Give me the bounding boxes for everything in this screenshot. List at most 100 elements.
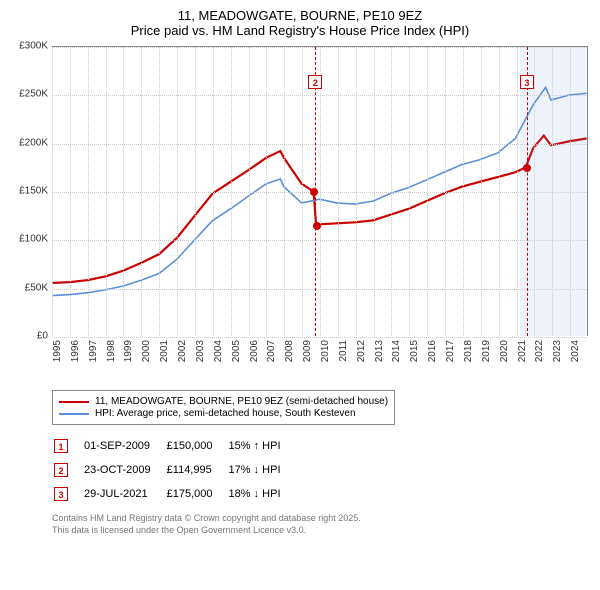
gridline-v <box>427 47 428 336</box>
gridline-v <box>123 47 124 336</box>
event-date: 01-SEP-2009 <box>84 435 165 457</box>
gridline-v <box>517 47 518 336</box>
event-price: £114,995 <box>167 459 227 481</box>
gridline-v <box>409 47 410 336</box>
gridline-v <box>249 47 250 336</box>
event-marker: 2 <box>54 463 68 477</box>
x-tick-label: 1996 <box>70 340 81 362</box>
event-row: 2 23-OCT-2009£114,99517% ↓ HPI <box>54 459 295 481</box>
y-tick-label: £200K <box>19 137 48 148</box>
gridline-v <box>302 47 303 336</box>
sale-point <box>313 222 321 230</box>
event-row: 329-JUL-2021£175,00018% ↓ HPI <box>54 483 295 505</box>
gridline-v <box>356 47 357 336</box>
x-tick-label: 1995 <box>52 340 63 362</box>
gridline-v <box>445 47 446 336</box>
marker-box-2: 2 <box>308 75 322 89</box>
marker-line-3 <box>527 47 528 336</box>
gridline-v <box>463 47 464 336</box>
gridline-v <box>52 47 53 336</box>
event-row: 101-SEP-2009£150,00015% ↑ HPI <box>54 435 295 457</box>
marker-box-3: 3 <box>520 75 534 89</box>
legend-label: 11, MEADOWGATE, BOURNE, PE10 9EZ (semi-d… <box>95 396 388 407</box>
x-tick-label: 2020 <box>499 340 510 362</box>
x-tick-label: 2014 <box>391 340 402 362</box>
x-tick-label: 2019 <box>481 340 492 362</box>
gridline-v <box>499 47 500 336</box>
gridline-v <box>213 47 214 336</box>
event-date: 29-JUL-2021 <box>84 483 165 505</box>
x-tick-label: 2024 <box>570 340 581 362</box>
plot-area: 23 <box>52 46 588 336</box>
event-marker: 1 <box>54 439 68 453</box>
gridline-v <box>141 47 142 336</box>
title-block: 11, MEADOWGATE, BOURNE, PE10 9EZ Price p… <box>12 8 588 38</box>
gridline-v <box>106 47 107 336</box>
gridline-v <box>338 47 339 336</box>
x-tick-label: 1998 <box>106 340 117 362</box>
legend-swatch <box>59 401 89 403</box>
x-tick-label: 2000 <box>141 340 152 362</box>
event-date: 23-OCT-2009 <box>84 459 165 481</box>
chart-area: £0£50K£100K£150K£200K£250K£300K 23 19951… <box>12 46 588 386</box>
x-tick-label: 2017 <box>445 340 456 362</box>
gridline-v <box>374 47 375 336</box>
x-tick-label: 2016 <box>427 340 438 362</box>
gridline-v <box>391 47 392 336</box>
footer-line1: Contains HM Land Registry data © Crown c… <box>52 513 588 525</box>
x-axis: 1995199619971998199920002001200220032004… <box>52 336 588 386</box>
legend-row: HPI: Average price, semi-detached house,… <box>59 408 388 419</box>
x-tick-label: 2006 <box>249 340 260 362</box>
gridline-v <box>159 47 160 336</box>
y-axis: £0£50K£100K£150K£200K£250K£300K <box>12 46 52 336</box>
legend-label: HPI: Average price, semi-detached house,… <box>95 408 356 419</box>
x-tick-label: 2003 <box>195 340 206 362</box>
legend-swatch <box>59 413 89 415</box>
chart-container: 11, MEADOWGATE, BOURNE, PE10 9EZ Price p… <box>0 0 600 544</box>
gridline-v <box>320 47 321 336</box>
x-tick-label: 2018 <box>463 340 474 362</box>
y-tick-label: £0 <box>37 331 48 342</box>
sale-point <box>310 188 318 196</box>
event-delta: 15% ↑ HPI <box>229 435 295 457</box>
x-tick-label: 2012 <box>356 340 367 362</box>
gridline-v <box>534 47 535 336</box>
x-tick-label: 2011 <box>338 340 349 362</box>
x-tick-label: 2021 <box>517 340 528 362</box>
x-tick-label: 2009 <box>302 340 313 362</box>
legend: 11, MEADOWGATE, BOURNE, PE10 9EZ (semi-d… <box>52 390 395 425</box>
x-tick-label: 2005 <box>231 340 242 362</box>
gridline-v <box>481 47 482 336</box>
event-delta: 18% ↓ HPI <box>229 483 295 505</box>
x-tick-label: 2015 <box>409 340 420 362</box>
title-address: 11, MEADOWGATE, BOURNE, PE10 9EZ <box>12 8 588 23</box>
x-tick-label: 2010 <box>320 340 331 362</box>
x-tick-label: 2013 <box>374 340 385 362</box>
events-table: 101-SEP-2009£150,00015% ↑ HPI223-OCT-200… <box>52 433 297 507</box>
gridline-v <box>195 47 196 336</box>
x-tick-label: 2007 <box>266 340 277 362</box>
y-tick-label: £100K <box>19 234 48 245</box>
marker-line-2 <box>315 47 316 336</box>
gridline-v <box>552 47 553 336</box>
gridline-v <box>231 47 232 336</box>
x-tick-label: 2022 <box>534 340 545 362</box>
event-marker: 3 <box>54 487 68 501</box>
title-subtitle: Price paid vs. HM Land Registry's House … <box>12 23 588 38</box>
legend-row: 11, MEADOWGATE, BOURNE, PE10 9EZ (semi-d… <box>59 396 388 407</box>
x-tick-label: 1999 <box>123 340 134 362</box>
x-tick-label: 2002 <box>177 340 188 362</box>
gridline-v <box>570 47 571 336</box>
footer-line2: This data is licensed under the Open Gov… <box>52 525 588 537</box>
x-tick-label: 1997 <box>88 340 99 362</box>
gridline-v <box>284 47 285 336</box>
footer: Contains HM Land Registry data © Crown c… <box>52 513 588 536</box>
event-delta: 17% ↓ HPI <box>229 459 295 481</box>
gridline-v <box>266 47 267 336</box>
y-tick-label: £50K <box>25 282 48 293</box>
gridline-v <box>70 47 71 336</box>
x-tick-label: 2023 <box>552 340 563 362</box>
x-tick-label: 2008 <box>284 340 295 362</box>
x-tick-label: 2001 <box>159 340 170 362</box>
y-tick-label: £300K <box>19 41 48 52</box>
